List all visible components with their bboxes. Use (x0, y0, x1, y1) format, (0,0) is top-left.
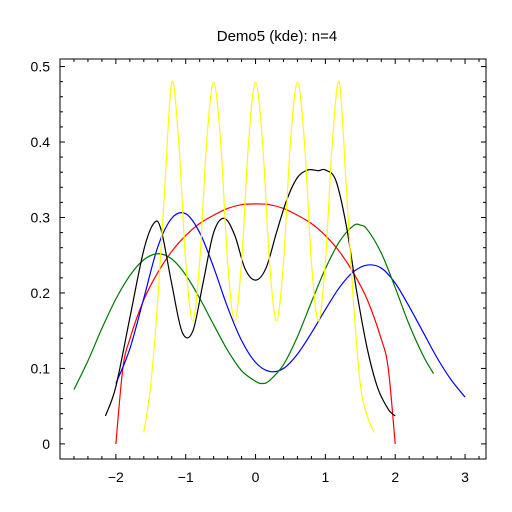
x-tick-label: 2 (391, 469, 399, 485)
series-line-2 (115, 212, 466, 398)
series-layer (73, 80, 466, 444)
axis-ticks: −2 −1 0 1 2 3 0 0.1 0.2 0.3 0.4 0.5 (31, 59, 486, 485)
x-tick-label: 3 (461, 469, 469, 485)
y-tick-label: 0.1 (31, 360, 51, 376)
plot-frame (59, 58, 487, 460)
chart-title: Demo5 (kde): n=4 (217, 28, 337, 45)
x-tick-label: 1 (321, 469, 329, 485)
y-tick-label: 0.4 (31, 134, 51, 150)
x-tick-label: −2 (108, 469, 124, 485)
x-tick-label: −1 (178, 469, 194, 485)
series-line-5 (143, 80, 375, 433)
series-line-3 (73, 223, 435, 390)
y-tick-label: 0 (42, 436, 50, 452)
series-line-4 (104, 168, 396, 417)
y-tick-label: 0.2 (31, 285, 51, 301)
x-tick-label: 0 (252, 469, 260, 485)
y-tick-label: 0.3 (31, 209, 51, 225)
series-line-1 (115, 203, 396, 444)
y-tick-label: 0.5 (31, 59, 51, 75)
